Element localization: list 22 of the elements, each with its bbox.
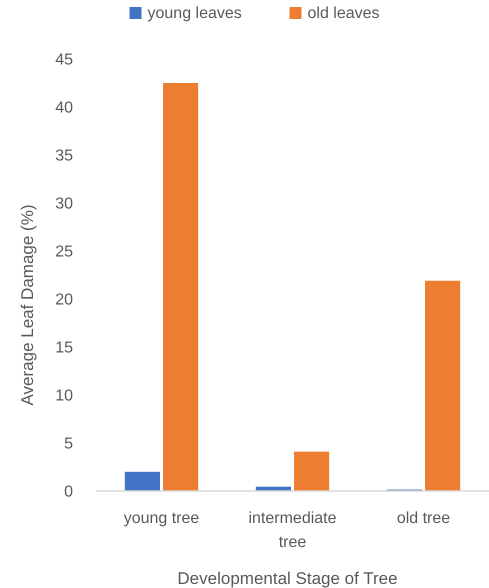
x-axis-title: Developmental Stage of Tree bbox=[177, 569, 398, 588]
y-tick-label: 20 bbox=[55, 292, 74, 309]
legend-label: old leaves bbox=[308, 5, 380, 22]
y-tick-label: 40 bbox=[55, 100, 74, 117]
x-tick-label: young tree bbox=[124, 510, 200, 527]
y-tick-label: 35 bbox=[55, 148, 74, 165]
bar bbox=[163, 83, 198, 491]
bar bbox=[294, 452, 330, 491]
y-tick-label: 30 bbox=[55, 196, 74, 213]
y-axis-title: Average Leaf Damage (%) bbox=[18, 204, 37, 406]
y-tick-label: 25 bbox=[55, 244, 74, 261]
y-tick-label: 10 bbox=[55, 388, 74, 405]
x-tick-label: intermediate tree bbox=[248, 510, 337, 551]
y-tick-label: 5 bbox=[64, 436, 74, 453]
bar bbox=[256, 486, 291, 491]
x-tick-label: old tree bbox=[396, 510, 450, 527]
y-tick-label: 0 bbox=[64, 484, 74, 501]
bar bbox=[124, 472, 160, 491]
bar bbox=[425, 280, 460, 491]
legend-label: young leaves bbox=[148, 5, 242, 22]
y-tick-label: 15 bbox=[55, 340, 74, 357]
y-tick-label: 45 bbox=[55, 52, 74, 69]
